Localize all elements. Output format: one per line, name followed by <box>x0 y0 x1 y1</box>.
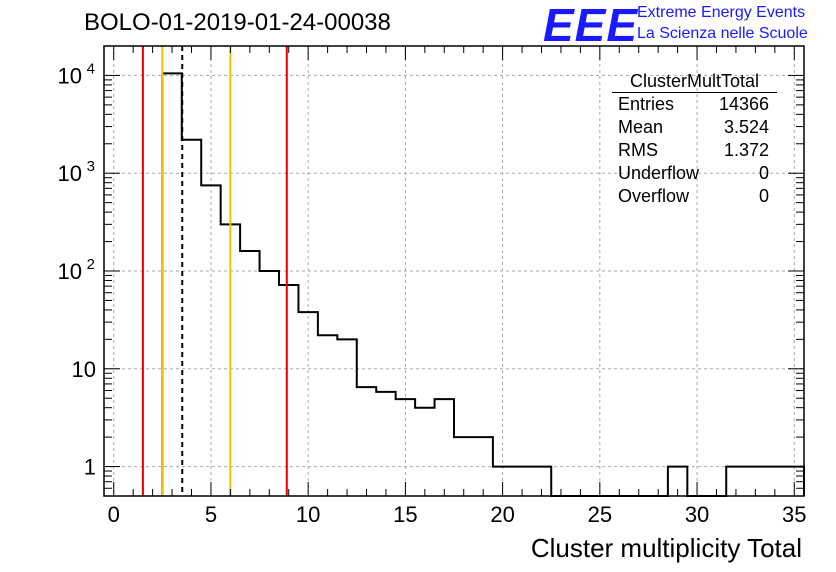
stats-label: RMS <box>618 140 658 160</box>
x-tick-label: 15 <box>393 502 417 527</box>
logo-subtitle-1: Extreme Energy Events <box>637 4 806 21</box>
y-tick-label: 10 <box>58 63 82 88</box>
histogram-outline <box>161 72 805 497</box>
stats-row-entries: Entries 14366 <box>612 93 777 116</box>
y-tick-label: 1 <box>84 455 96 480</box>
y-tick-label: 10 <box>58 259 82 284</box>
stats-value: 14366 <box>718 94 769 114</box>
y-tick-label: 10 <box>58 161 82 186</box>
stats-label: Overflow <box>618 186 690 206</box>
stats-label: Underflow <box>618 163 700 183</box>
x-tick-label: 30 <box>685 502 709 527</box>
histogram-bin <box>260 271 279 496</box>
histogram-bin <box>473 437 492 496</box>
histogram-bin <box>435 399 454 496</box>
logo-subtitle-2: La Scienza nelle Scuole <box>637 25 808 42</box>
histogram-bin <box>298 312 317 496</box>
histogram-bin <box>376 392 395 496</box>
y-tick-exponent: 3 <box>87 158 95 175</box>
stats-row-rms: RMS 1.372 <box>612 139 777 162</box>
histogram-bin <box>240 251 259 496</box>
x-tick-label: 20 <box>490 502 514 527</box>
y-tick-exponent: 2 <box>87 256 95 273</box>
stats-title: ClusterMultTotal <box>612 70 777 93</box>
histogram-bin <box>415 408 434 496</box>
stats-row-underflow: Underflow 0 <box>612 162 777 185</box>
histogram-bin <box>396 399 415 496</box>
x-axis-label: Cluster multiplicity Total <box>530 533 802 563</box>
stats-row-overflow: Overflow 0 <box>612 185 777 208</box>
stats-value: 0 <box>758 163 769 183</box>
chart-title: BOLO-01-2019-01-24-00038 <box>84 9 391 36</box>
histogram-bin <box>318 335 337 496</box>
stats-row-mean: Mean 3.524 <box>612 116 777 139</box>
y-tick-exponent: 4 <box>87 60 95 77</box>
x-tick-label: 5 <box>205 502 217 527</box>
x-tick-label: 25 <box>588 502 612 527</box>
stats-value: 0 <box>758 186 769 206</box>
histogram-bin <box>201 185 220 496</box>
stats-label: Mean <box>618 117 664 137</box>
stats-box: ClusterMultTotal Entries 14366 Mean 3.52… <box>612 70 777 208</box>
stats-label: Entries <box>618 94 675 114</box>
histogram-bin <box>279 285 298 496</box>
eee-logo: EEE <box>543 0 639 51</box>
x-tick-label: 35 <box>782 502 806 527</box>
histogram-bin <box>182 140 201 496</box>
x-tick-label: 10 <box>296 502 320 527</box>
stats-value: 1.372 <box>723 140 769 160</box>
stats-value: 3.524 <box>723 117 769 137</box>
x-tick-label: 0 <box>108 502 120 527</box>
histogram-bin <box>162 73 181 496</box>
histogram-bin <box>357 387 376 496</box>
histogram-bin <box>454 437 473 496</box>
y-tick-label: 10 <box>72 357 96 382</box>
histogram-bin <box>337 339 356 496</box>
